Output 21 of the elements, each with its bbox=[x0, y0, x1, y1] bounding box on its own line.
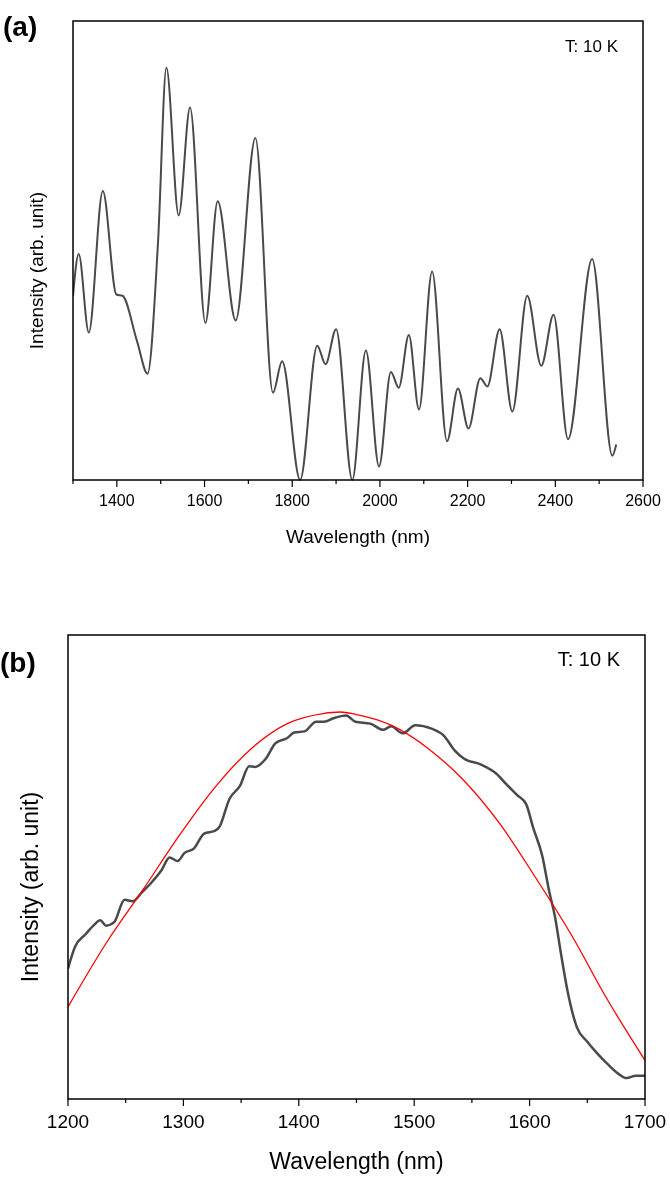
x-tick-label: 1400 bbox=[277, 1111, 320, 1132]
text: T: 10 K bbox=[557, 648, 621, 670]
chart-title: (a) bbox=[3, 11, 38, 42]
x-axis-title: Wavelength (nm) bbox=[269, 1148, 444, 1174]
x-tick-label: 1600 bbox=[508, 1111, 551, 1132]
x-tick-label: 2200 bbox=[449, 492, 486, 509]
x-tick-label: 2400 bbox=[537, 492, 574, 509]
text: T: 10 K bbox=[565, 37, 619, 56]
x-tick-label: 1800 bbox=[274, 492, 311, 509]
x-axis-title: Wavelength (nm) bbox=[286, 526, 430, 547]
x-tick-label: 1500 bbox=[393, 1111, 436, 1132]
x-tick-label: 1700 bbox=[623, 1111, 667, 1132]
x-tick-label: 2000 bbox=[362, 492, 398, 509]
y-axis-title: Intensity (arb. unit) bbox=[17, 791, 43, 983]
x-tick-label: 1400 bbox=[99, 492, 135, 509]
x-tick-label: 1600 bbox=[186, 492, 223, 509]
chart-title: (b) bbox=[0, 647, 36, 678]
x-tick-label: 1300 bbox=[162, 1111, 205, 1132]
y-axis-title: Intensity (arb. unit) bbox=[26, 191, 47, 350]
x-tick-label: 2600 bbox=[625, 492, 661, 509]
x-tick-label: 1200 bbox=[46, 1111, 90, 1132]
